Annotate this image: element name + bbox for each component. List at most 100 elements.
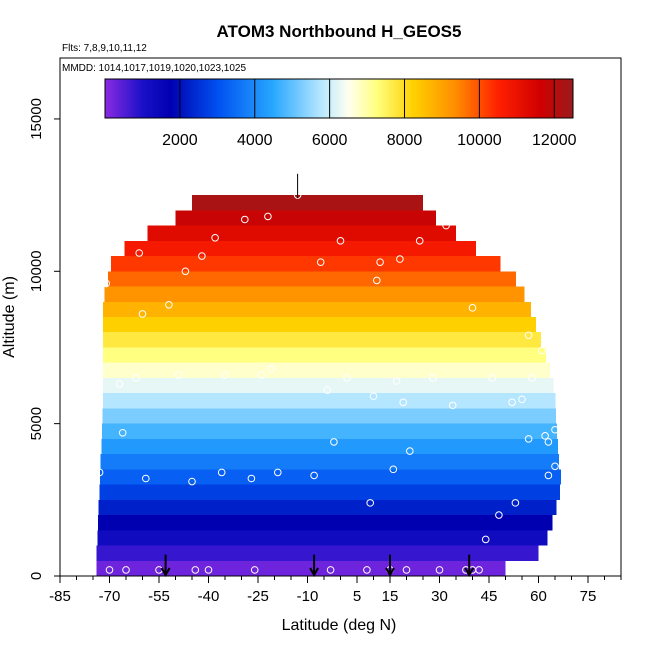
y-tick-label: 5000 [28, 407, 45, 440]
flight-markers [160, 173, 475, 578]
flight-point [326, 566, 335, 574]
field-band [98, 499, 557, 516]
field-band [192, 195, 423, 211]
flight-point [122, 566, 130, 574]
field-band [97, 530, 548, 546]
flight-point [518, 395, 526, 404]
x-axis: -85 -70 -55 -40 -25 -10 5 15 30 45 60 75 [49, 576, 622, 605]
field-band [100, 454, 560, 470]
flight-point [264, 212, 272, 221]
colorbar: 2000 4000 6000 8000 10000 12000 [104, 78, 577, 149]
x-tick-label: -55 [148, 588, 170, 605]
flight-point [415, 237, 424, 245]
flight-point [310, 471, 318, 480]
flight-point [564, 368, 573, 376]
flight-point [369, 392, 378, 401]
y-tick-label: 15000 [28, 98, 45, 140]
field-band [147, 225, 456, 241]
flight-point [442, 221, 450, 230]
flights-note: Flts: 7,8,9,10,11,12 [62, 43, 147, 54]
flight-point [330, 438, 338, 446]
flight-point [138, 310, 147, 318]
colorbar-tick-label: 2000 [162, 132, 198, 149]
flight-point [211, 233, 219, 242]
y-axis-label: Altitude (m) [1, 276, 18, 358]
flight-point [396, 255, 404, 263]
flight-point [363, 566, 371, 574]
flight-point [538, 346, 546, 355]
flight-point [105, 566, 114, 574]
x-tick-label: 45 [481, 588, 498, 605]
flight-point [524, 435, 533, 443]
flight-point [115, 380, 124, 388]
flight-point [551, 462, 559, 471]
flight-point [495, 511, 503, 519]
y-tick-label: 10000 [28, 250, 45, 292]
colorbar-tick-label: 6000 [312, 132, 348, 149]
flight-point [389, 465, 398, 474]
flight-point [198, 252, 206, 260]
flight-point [399, 398, 408, 407]
flight-point [343, 374, 351, 382]
flight-point [217, 468, 226, 477]
field-band [111, 256, 501, 272]
field-band [97, 515, 553, 531]
colorbar-tick-label: 10000 [457, 132, 502, 149]
flight-point [257, 371, 266, 379]
flight-point [435, 566, 444, 574]
flight-point [188, 477, 196, 486]
y-tick-label: 0 [28, 572, 45, 580]
flight-point [175, 371, 183, 379]
y-axis: 0 5000 10000 15000 [28, 98, 60, 580]
field-band [101, 438, 558, 455]
flight-point [366, 499, 375, 507]
colorbar-gradient [104, 78, 574, 119]
flight-start-arrowhead [309, 567, 319, 578]
flight-point [429, 374, 437, 382]
x-tick-label: 5 [353, 588, 361, 605]
flight-point [577, 480, 586, 489]
flight-point [221, 371, 229, 379]
flight-points [92, 191, 586, 574]
field-band [175, 210, 437, 226]
flight-point [392, 377, 401, 385]
x-axis-label: Latitude (deg N) [282, 617, 397, 634]
x-tick-label: 15 [382, 588, 399, 605]
field-band [96, 545, 539, 561]
flight-point [191, 566, 200, 574]
field-band [102, 332, 541, 348]
flight-point [541, 432, 549, 440]
flight-point [406, 447, 414, 455]
flight-point [132, 374, 140, 382]
field-band [107, 271, 517, 287]
flight-point [267, 365, 276, 373]
field-band [99, 469, 561, 485]
field-band [102, 377, 554, 394]
field-band [124, 240, 476, 257]
flight-start-arrowhead [464, 567, 475, 578]
altitude-field [96, 195, 561, 576]
flight-point [95, 468, 104, 477]
flight-point [274, 468, 282, 477]
colorbar-tick-label: 12000 [532, 132, 577, 149]
x-tick-label: -85 [49, 588, 71, 605]
flight-start-arrowhead [160, 567, 171, 578]
flight-point [142, 474, 150, 483]
x-tick-label: 30 [431, 588, 448, 605]
flight-point [376, 258, 384, 266]
flight-point [448, 401, 457, 410]
flight-point [508, 398, 516, 407]
flight-point [544, 471, 553, 480]
flight-point [475, 566, 483, 574]
flight-point [204, 566, 213, 574]
x-tick-label: -10 [297, 588, 319, 605]
flight-point [247, 474, 256, 483]
chart-title: ATOM3 Northbound H_GEOS5 [217, 22, 462, 41]
flight-start-arrowhead [385, 567, 395, 578]
flight-point [118, 428, 127, 437]
dates-note: MMDD: 1014,1017,1019,1020,1023,1025 [62, 63, 246, 74]
flight-point [554, 316, 563, 324]
flight-point [165, 301, 173, 309]
flight-point [181, 267, 190, 276]
